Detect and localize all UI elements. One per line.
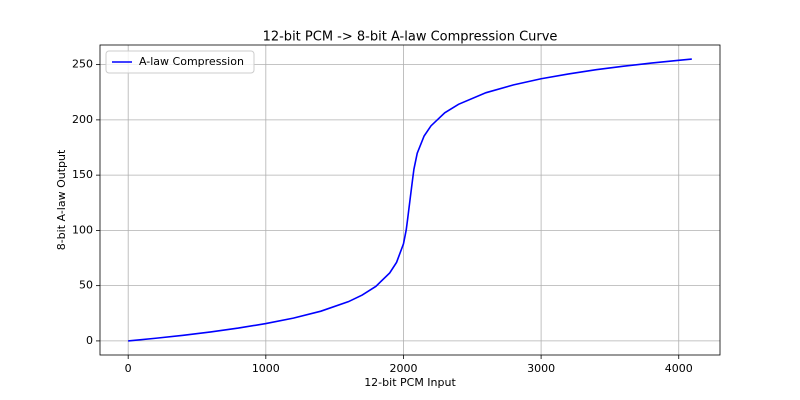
x-tick-label: 3000 [527, 362, 555, 375]
y-axis-label: 8-bit A-law Output [55, 149, 68, 250]
x-tick-label: 2000 [389, 362, 417, 375]
y-tick-label: 150 [72, 168, 93, 181]
y-tick-label: 0 [86, 334, 93, 347]
x-tick-label: 0 [125, 362, 132, 375]
chart-title: 12-bit PCM -> 8-bit A-law Compression Cu… [263, 30, 558, 45]
y-tick-label: 250 [72, 58, 93, 71]
legend-box [105, 50, 255, 74]
x-tick-label: 1000 [252, 362, 280, 375]
x-tick-label: 4000 [665, 362, 693, 375]
y-tick-label: 50 [79, 279, 93, 292]
y-tick-label: 100 [72, 223, 93, 236]
plot-frame [99, 44, 721, 356]
legend-label: A-law Compression [139, 55, 244, 68]
data-line [128, 58, 692, 342]
y-tick-label: 200 [72, 113, 93, 126]
x-axis-label: 12-bit PCM Input [364, 376, 456, 389]
